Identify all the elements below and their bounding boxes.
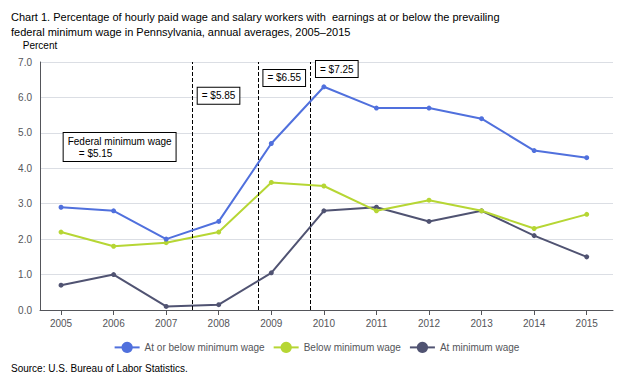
svg-text:Chart 1. Percentage of hourly: Chart 1. Percentage of hourly paid wage …	[11, 11, 500, 23]
svg-text:2009: 2009	[260, 318, 283, 329]
svg-text:Source: U.S. Bureau of Labor S: Source: U.S. Bureau of Labor Statistics.	[11, 363, 188, 374]
svg-text:= $5.85: = $5.85	[202, 90, 236, 101]
svg-text:2.0: 2.0	[18, 234, 32, 245]
svg-text:At minimum wage: At minimum wage	[440, 342, 520, 353]
svg-text:2012: 2012	[418, 318, 441, 329]
svg-text:2008: 2008	[208, 318, 231, 329]
svg-text:At or below minimum wage: At or below minimum wage	[145, 342, 265, 353]
svg-text:2015: 2015	[576, 318, 599, 329]
svg-text:2011: 2011	[366, 318, 388, 329]
svg-text:2005: 2005	[50, 318, 73, 329]
svg-text:2006: 2006	[102, 318, 125, 329]
svg-text:1.0: 1.0	[18, 269, 32, 280]
svg-text:= $7.25: = $7.25	[320, 64, 354, 75]
svg-text:2013: 2013	[470, 318, 493, 329]
svg-text:2007: 2007	[155, 318, 178, 329]
svg-text:3.0: 3.0	[18, 198, 32, 209]
svg-text:Below minimum wage: Below minimum wage	[304, 342, 402, 353]
svg-text:2014: 2014	[523, 318, 546, 329]
svg-text:Percent: Percent	[23, 40, 58, 51]
svg-text:4.0: 4.0	[18, 163, 32, 174]
svg-text:5.0: 5.0	[18, 127, 32, 138]
svg-text:0.0: 0.0	[18, 305, 32, 316]
svg-text:7.0: 7.0	[18, 57, 32, 68]
svg-text:6.0: 6.0	[18, 92, 32, 103]
svg-text:Federal minimum wage: Federal minimum wage	[68, 136, 172, 147]
svg-text:= $6.55: = $6.55	[267, 72, 301, 83]
svg-text:federal minimum wage in Pennsy: federal minimum wage in Pennsylvania, an…	[11, 26, 350, 38]
svg-text:2010: 2010	[313, 318, 336, 329]
svg-text:= $5.15: = $5.15	[68, 148, 113, 159]
